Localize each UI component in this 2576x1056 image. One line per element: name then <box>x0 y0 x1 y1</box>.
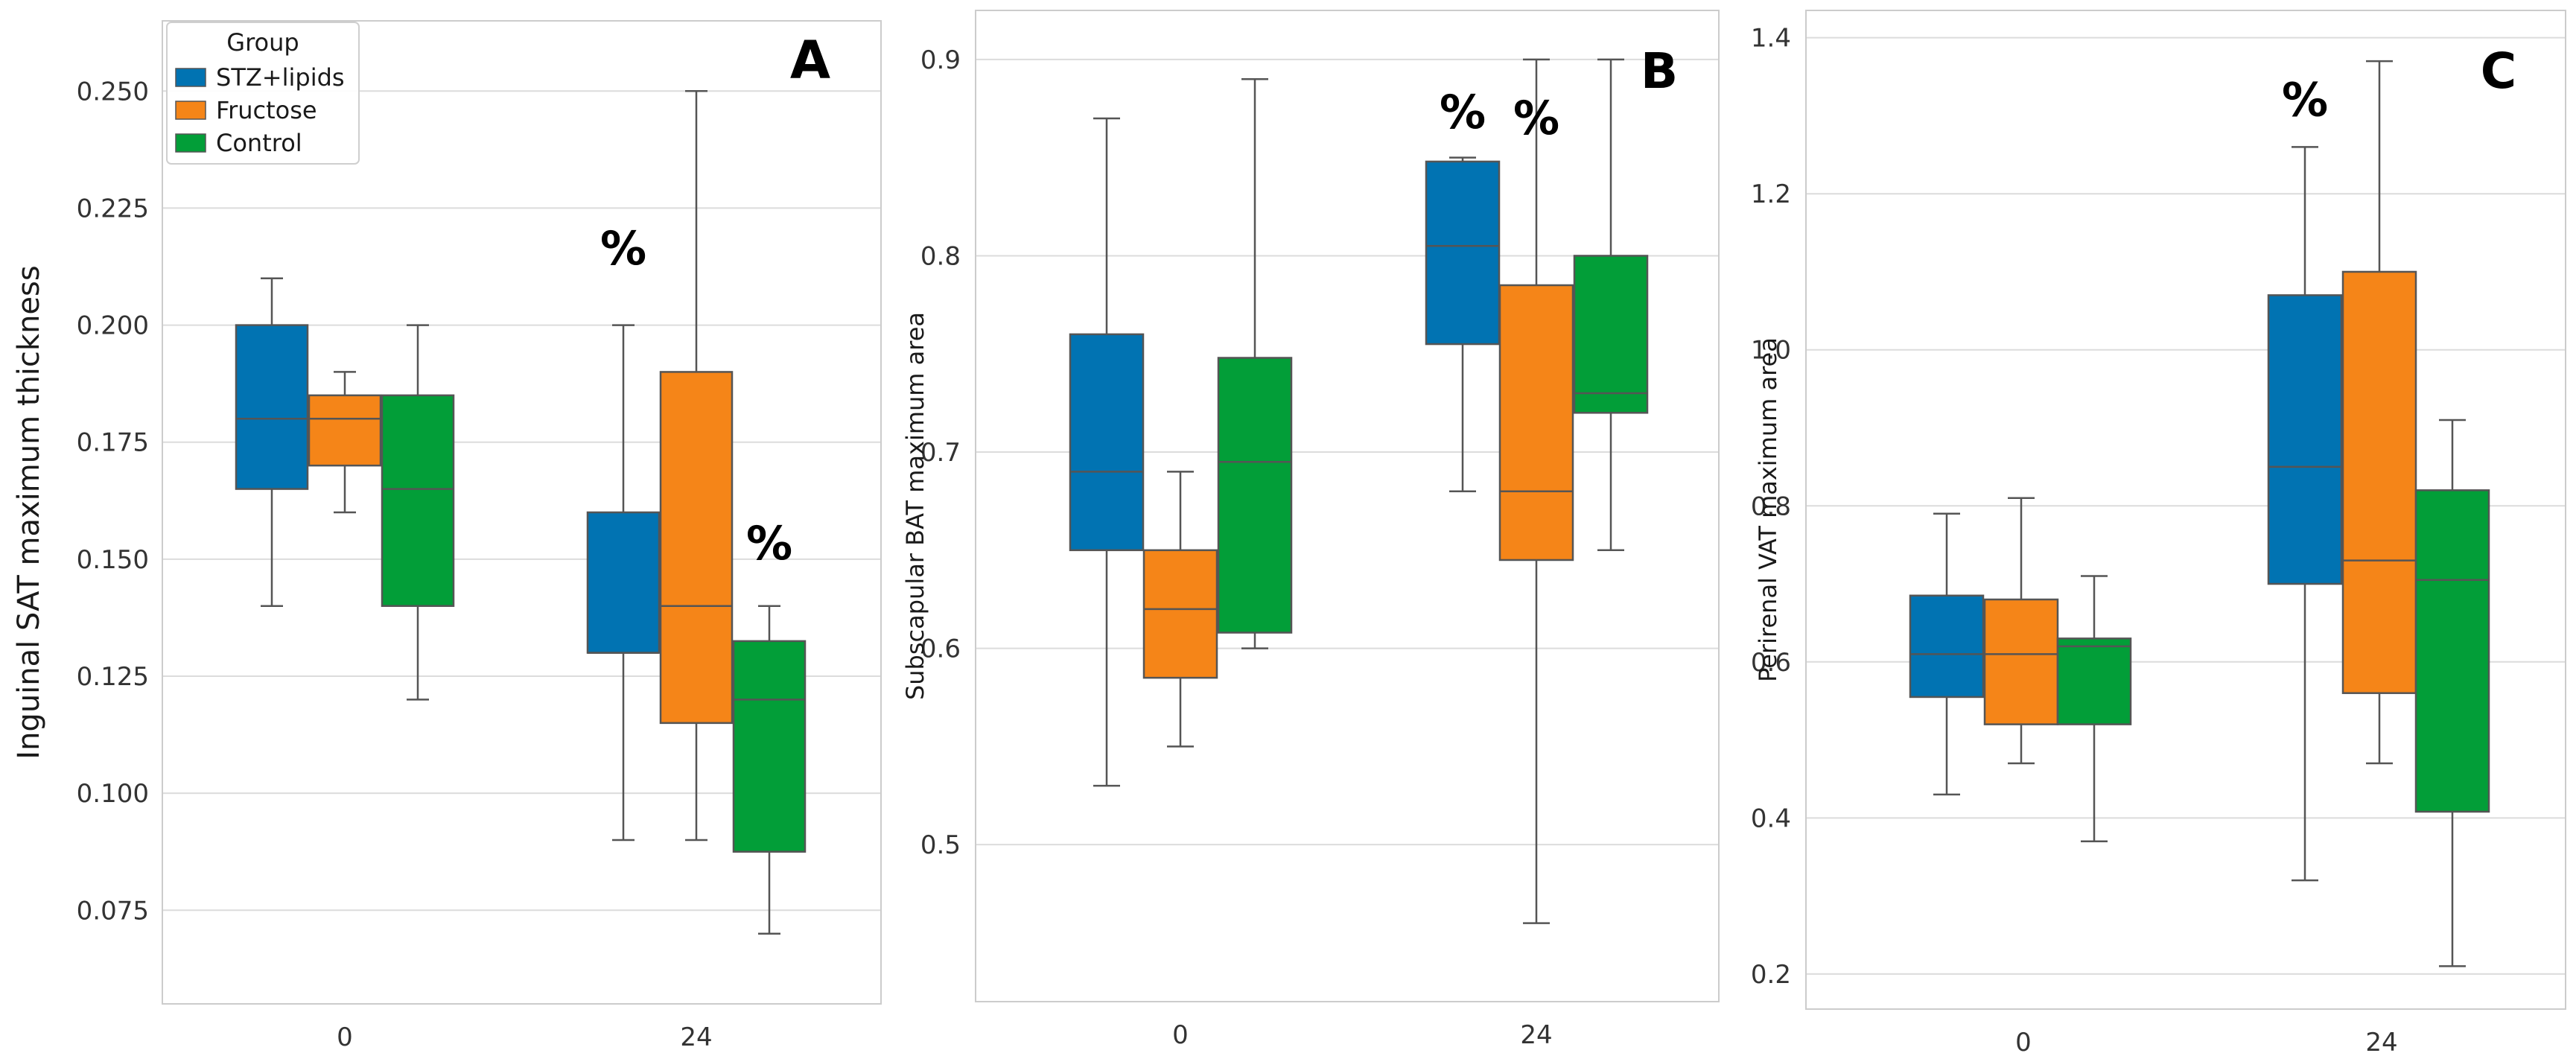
legend-swatch <box>175 133 206 153</box>
box-fructose-0 <box>1142 471 1218 748</box>
y-axis-label: Inguinal SAT maximum thickness <box>12 265 46 759</box>
significance-marker: % <box>1513 91 1559 145</box>
box-stz-lipids-24 <box>586 324 661 842</box>
box-stz-lipids-0 <box>1909 512 1985 796</box>
legend-swatch <box>175 68 206 87</box>
iqr-box <box>1909 594 1985 699</box>
legend-entry-label: Fructose <box>216 96 317 124</box>
iqr-box <box>2341 270 2417 694</box>
iqr-box <box>2056 637 2132 725</box>
y-tick-label: 0.2 <box>1751 960 1791 990</box>
x-tick-label: 0 <box>337 1022 353 1052</box>
box-fructose-0 <box>308 371 382 514</box>
significance-marker: % <box>600 221 646 276</box>
y-tick-label: 0.250 <box>77 77 149 106</box>
y-tick-label: 0.6 <box>1751 648 1791 678</box>
iqr-box <box>1498 284 1574 562</box>
iqr-box <box>2267 294 2343 585</box>
panel-label: B <box>1641 42 1678 100</box>
y-axis-label: Subscapular BAT maximum area <box>901 312 929 700</box>
legend: Group STZ+lipids Fructose Control <box>166 22 360 165</box>
y-tick-label: 0.125 <box>77 662 149 692</box>
significance-marker: % <box>1440 85 1486 139</box>
y-tick-label: 0.6 <box>920 634 961 664</box>
box-fructose-24 <box>2341 60 2417 765</box>
box-control-0 <box>381 324 455 701</box>
legend-title: Group <box>226 28 299 57</box>
iqr-box <box>1983 598 2059 725</box>
box-stz-lipids-0 <box>1069 117 1145 787</box>
iqr-box <box>1425 160 1501 346</box>
iqr-box <box>732 640 807 853</box>
y-tick-label: 0.9 <box>920 45 961 75</box>
y-tick-label: 0.5 <box>920 830 961 860</box>
iqr-box <box>1142 549 1218 679</box>
box-control-24 <box>732 605 807 935</box>
y-tick-label: 0.7 <box>920 438 961 468</box>
x-tick-label: 24 <box>680 1022 712 1052</box>
x-tick-label: 0 <box>1172 1020 1189 1050</box>
legend-entry-label: Control <box>216 129 302 157</box>
box-stz-lipids-24 <box>2267 146 2343 882</box>
y-tick-label: 0.175 <box>77 428 149 458</box>
y-tick-label: 1.4 <box>1751 24 1791 54</box>
y-tick-label: 0.4 <box>1751 804 1791 833</box>
chart-panel-a: 0.075 0.100 0.125 0.150 0.175 0.200 0.225 0.250… <box>12 20 882 1052</box>
significance-marker: % <box>2282 72 2328 127</box>
box-fructose-24 <box>659 90 734 842</box>
y-tick-label: 0.100 <box>77 779 149 809</box>
y-tick-label: 0.075 <box>77 896 149 926</box>
x-tick-label: 24 <box>2365 1028 2397 1056</box>
box-fructose-24 <box>1498 58 1574 924</box>
y-tick-label: 0.200 <box>77 311 149 341</box>
iqr-box <box>2414 489 2490 813</box>
iqr-box <box>659 371 734 725</box>
box-fructose-0 <box>1983 497 2059 765</box>
iqr-box <box>1573 255 1649 414</box>
y-axis-label: Perirenal VAT maximum area <box>1754 337 1782 682</box>
legend-swatch <box>175 101 206 120</box>
y-tick-label: 0.225 <box>77 194 149 223</box>
box-control-0 <box>2056 575 2132 843</box>
iqr-box <box>235 324 309 490</box>
panel-label: A <box>790 30 830 91</box>
box-control-24 <box>1573 58 1649 552</box>
box-control-24 <box>2414 419 2490 967</box>
y-tick-label: 0.8 <box>1751 492 1791 521</box>
chart-panel-c: 0.2 0.4 0.6 0.8 1.0 1.2 1.4 Perirenal VAT maxim… <box>1751 10 2566 1056</box>
y-tick-label: 0.150 <box>77 545 149 575</box>
iqr-box <box>308 394 382 467</box>
plot-frame <box>162 20 882 1005</box>
iqr-box <box>1069 333 1145 552</box>
y-tick-label: 1.0 <box>1751 336 1791 366</box>
x-tick-label: 0 <box>2015 1028 2032 1056</box>
panel-label: C <box>2481 42 2516 100</box>
iqr-box <box>1217 357 1293 634</box>
iqr-box <box>381 394 455 607</box>
box-control-0 <box>1217 77 1293 649</box>
box-stz-lipids-24 <box>1425 156 1501 492</box>
significance-marker: % <box>746 516 792 570</box>
iqr-box <box>586 511 661 654</box>
plot-frame <box>1805 10 2566 1010</box>
legend-entry-label: STZ+lipids <box>216 63 345 92</box>
chart-panel-b: 0.5 0.6 0.7 0.8 0.9 Subscapular BAT maximum a… <box>901 10 1720 1050</box>
y-tick-label: 1.2 <box>1751 179 1791 209</box>
y-tick-label: 0.8 <box>920 241 961 271</box>
legend-box <box>166 22 360 165</box>
box-stz-lipids-0 <box>235 277 309 607</box>
plot-frame <box>975 10 1720 1002</box>
x-tick-label: 24 <box>1520 1020 1552 1050</box>
